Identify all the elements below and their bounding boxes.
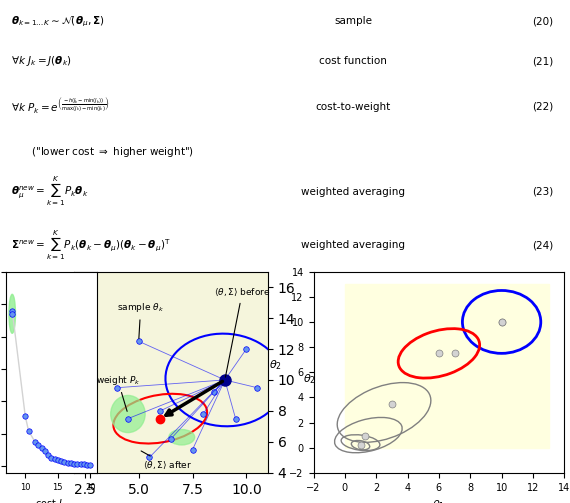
Point [63, 459, 72, 467]
Point [60, 458, 69, 466]
Point [40, 447, 50, 455]
Text: sample: sample [335, 16, 372, 26]
Text: $\langle\theta, \Sigma\rangle$ before: $\langle\theta, \Sigma\rangle$ before [214, 287, 271, 377]
Point [76, 460, 85, 468]
Point [30, 438, 39, 446]
Point [47, 454, 56, 462]
Text: $\langle\theta, \Sigma\rangle$ after: $\langle\theta, \Sigma\rangle$ after [141, 451, 192, 471]
Point [53, 456, 62, 464]
Text: weight $P_k$: weight $P_k$ [96, 374, 140, 411]
Point [7, 306, 17, 314]
Point [34, 441, 43, 449]
Point [37, 445, 46, 453]
Point [73, 460, 82, 468]
Point [66, 459, 75, 467]
Point [43, 451, 52, 459]
Ellipse shape [169, 430, 195, 445]
Text: $\boldsymbol{\theta}_{\mu}^{new} = \sum_{k=1}^{K} P_k \boldsymbol{\theta}_k$: $\boldsymbol{\theta}_{\mu}^{new} = \sum_… [11, 176, 89, 209]
X-axis label: cost $J_k$: cost $J_k$ [35, 497, 67, 503]
Text: (24): (24) [532, 240, 553, 250]
Text: (20): (20) [532, 16, 553, 26]
Text: sample $\theta_k$: sample $\theta_k$ [117, 301, 164, 339]
Text: $\forall k\ P_k = e^{\left(\frac{-h(J_k - \min(J_k))}{\max(J_k) - \min(J_k)}\rig: $\forall k\ P_k = e^{\left(\frac{-h(J_k … [11, 97, 111, 117]
Point [86, 461, 95, 469]
Point [56, 457, 66, 465]
Text: $\boldsymbol{\theta}_{k=1\ldots K} \sim \mathcal{N}(\boldsymbol{\theta}_{\mu}, \: $\boldsymbol{\theta}_{k=1\ldots K} \sim … [11, 14, 105, 29]
Point [24, 427, 33, 435]
Point [50, 455, 59, 463]
Text: cost function: cost function [319, 56, 388, 66]
Bar [345, 284, 548, 448]
Text: cost-to-weight: cost-to-weight [316, 102, 391, 112]
Point [70, 460, 79, 468]
Text: (23): (23) [532, 187, 553, 197]
X-axis label: $\theta_1$: $\theta_1$ [165, 502, 177, 503]
Text: $\boldsymbol{\Sigma}^{new} = \sum_{k=1}^{K} P_k (\boldsymbol{\theta}_k - \boldsy: $\boldsymbol{\Sigma}^{new} = \sum_{k=1}^… [11, 229, 171, 262]
Text: weighted averaging: weighted averaging [302, 240, 405, 250]
Text: (22): (22) [532, 102, 553, 112]
Text: weighted averaging: weighted averaging [302, 187, 405, 197]
Text: (21): (21) [532, 56, 553, 66]
Y-axis label: $\theta_2$: $\theta_2$ [269, 359, 282, 372]
Text: $\quad\quad$("lower cost $\Rightarrow$ higher weight"): $\quad\quad$("lower cost $\Rightarrow$ h… [11, 145, 194, 159]
Point [79, 460, 88, 468]
Text: $\forall k\ J_k = J(\boldsymbol{\theta}_k)$: $\forall k\ J_k = J(\boldsymbol{\theta}_… [11, 54, 72, 68]
Ellipse shape [111, 395, 145, 433]
Point [83, 461, 92, 469]
Ellipse shape [9, 294, 15, 333]
Point [21, 412, 30, 420]
Y-axis label: $\theta_2$: $\theta_2$ [303, 372, 316, 386]
X-axis label: $\theta_1$: $\theta_1$ [433, 498, 445, 503]
